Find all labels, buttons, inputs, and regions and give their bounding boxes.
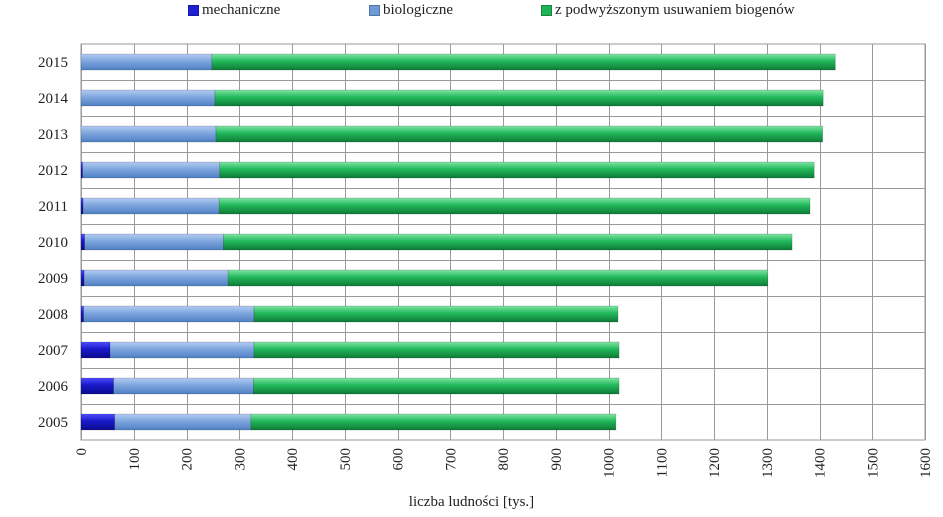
- bar-2005-series-1: [114, 413, 252, 431]
- bar-2007-series-0: [80, 341, 111, 359]
- bar-2005-series-2: [250, 413, 617, 431]
- legend-swatch-biologiczne: [369, 5, 380, 16]
- y-tick-label: 2015: [38, 55, 68, 71]
- y-tick-label: 2008: [38, 307, 68, 323]
- bar-2009-series-1: [83, 269, 229, 287]
- bar-2015-series-1: [80, 53, 213, 71]
- bar-2009-series-0: [80, 269, 85, 287]
- legend: mechaniczne biologiczne z podwyższonym u…: [0, 2, 943, 24]
- bar-2007-series-1: [109, 341, 255, 359]
- bar-2006-series-2: [253, 377, 620, 395]
- bar-2014-series-2: [214, 89, 824, 107]
- bar-2014-series-1: [80, 89, 216, 107]
- bar-2012-series-1: [82, 161, 221, 179]
- bar-2010-series-2: [223, 233, 793, 251]
- bar-2010-series-0: [80, 233, 85, 251]
- y-tick-label: 2014: [38, 91, 69, 107]
- y-tick-label: 2005: [38, 415, 68, 431]
- legend-label-biogeny: z podwyższonym usuwaniem biogenów: [555, 2, 795, 18]
- y-tick-label: 2010: [38, 235, 68, 251]
- y-tick-label: 2006: [38, 379, 69, 395]
- x-tick-label: 1200: [707, 448, 723, 478]
- bar-2015-series-2: [211, 53, 836, 71]
- legend-label-biologiczne: biologiczne: [383, 2, 453, 18]
- bar-2005-series-0: [80, 413, 116, 431]
- legend-swatch-biogeny: [541, 5, 552, 16]
- bars: [80, 53, 836, 431]
- x-tick-label: 800: [496, 448, 512, 471]
- x-axis-title: liczba ludności [tys.]: [408, 494, 535, 510]
- bar-2006-series-0: [80, 377, 115, 395]
- x-tick-label: 500: [338, 448, 354, 471]
- x-tick-label: 100: [127, 448, 143, 471]
- x-tick-label: 300: [232, 448, 248, 471]
- bar-2011-series-0: [80, 197, 84, 215]
- legend-swatch-mechaniczne: [188, 5, 199, 16]
- y-tick-label: 2012: [38, 163, 68, 179]
- legend-item-mechaniczne: mechaniczne: [188, 2, 280, 19]
- x-tick-label: 200: [180, 448, 196, 471]
- bar-2009-series-2: [227, 269, 769, 287]
- bar-2012-series-2: [219, 161, 815, 179]
- x-tick-label: 900: [549, 448, 565, 471]
- y-tick-label: 2007: [38, 343, 69, 359]
- bar-2013-series-1: [80, 125, 217, 143]
- x-tick-label: 600: [391, 448, 407, 471]
- x-tick-label: 0: [74, 448, 90, 456]
- x-axis-labels: 0 100 200 300 400 500 600 700 800 900 1000 1100 1200…: [74, 448, 934, 478]
- x-tick-label: 400: [285, 448, 301, 471]
- bar-2013-series-2: [215, 125, 823, 143]
- x-tick-label: 1600: [918, 448, 934, 478]
- x-tick-label: 700: [443, 448, 459, 471]
- x-tick-label: 1000: [602, 448, 618, 478]
- y-tick-label: 2009: [38, 271, 68, 287]
- y-tick-label: 2011: [39, 199, 68, 215]
- bar-2008-series-1: [83, 305, 255, 323]
- x-tick-label: 1500: [865, 448, 881, 478]
- bar-2010-series-1: [84, 233, 224, 251]
- bar-2006-series-1: [113, 377, 254, 395]
- y-tick-label: 2013: [38, 127, 68, 143]
- bar-2011-series-1: [82, 197, 220, 215]
- bar-2008-series-0: [80, 305, 84, 323]
- x-tick-label: 1100: [654, 448, 670, 477]
- x-tick-label: 1400: [813, 448, 829, 478]
- x-tick-label: 1300: [760, 448, 776, 478]
- bar-2008-series-2: [253, 305, 619, 323]
- bar-2007-series-2: [253, 341, 620, 359]
- bar-2011-series-2: [218, 197, 811, 215]
- legend-label-mechaniczne: mechaniczne: [202, 2, 281, 18]
- legend-item-biogeny: z podwyższonym usuwaniem biogenów: [541, 2, 795, 19]
- y-axis-labels: 2015 2014 2013 2012 2011 2010 2009 2008 2007 2006…: [38, 55, 69, 431]
- legend-item-biologiczne: biologiczne: [369, 2, 453, 19]
